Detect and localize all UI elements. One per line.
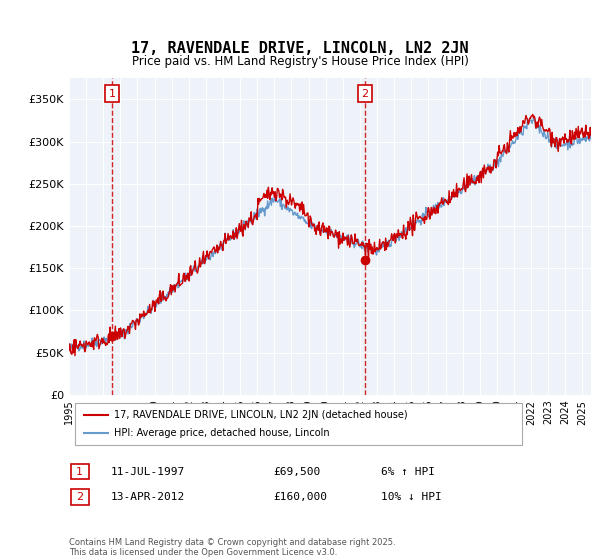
Text: Price paid vs. HM Land Registry's House Price Index (HPI): Price paid vs. HM Land Registry's House … xyxy=(131,55,469,68)
Text: £69,500: £69,500 xyxy=(273,466,320,477)
Text: 6% ↑ HPI: 6% ↑ HPI xyxy=(381,466,435,477)
Text: 1: 1 xyxy=(109,88,116,99)
Text: 17, RAVENDALE DRIVE, LINCOLN, LN2 2JN (detached house): 17, RAVENDALE DRIVE, LINCOLN, LN2 2JN (d… xyxy=(114,410,407,420)
Text: HPI: Average price, detached house, Lincoln: HPI: Average price, detached house, Linc… xyxy=(114,428,329,438)
Text: 13-APR-2012: 13-APR-2012 xyxy=(111,492,185,502)
Text: 11-JUL-1997: 11-JUL-1997 xyxy=(111,466,185,477)
Text: 2: 2 xyxy=(361,88,368,99)
Text: 2: 2 xyxy=(76,492,83,502)
Text: £160,000: £160,000 xyxy=(273,492,327,502)
Text: 1: 1 xyxy=(76,466,83,477)
Text: 17, RAVENDALE DRIVE, LINCOLN, LN2 2JN: 17, RAVENDALE DRIVE, LINCOLN, LN2 2JN xyxy=(131,41,469,56)
Text: Contains HM Land Registry data © Crown copyright and database right 2025.
This d: Contains HM Land Registry data © Crown c… xyxy=(69,538,395,557)
Text: 10% ↓ HPI: 10% ↓ HPI xyxy=(381,492,442,502)
